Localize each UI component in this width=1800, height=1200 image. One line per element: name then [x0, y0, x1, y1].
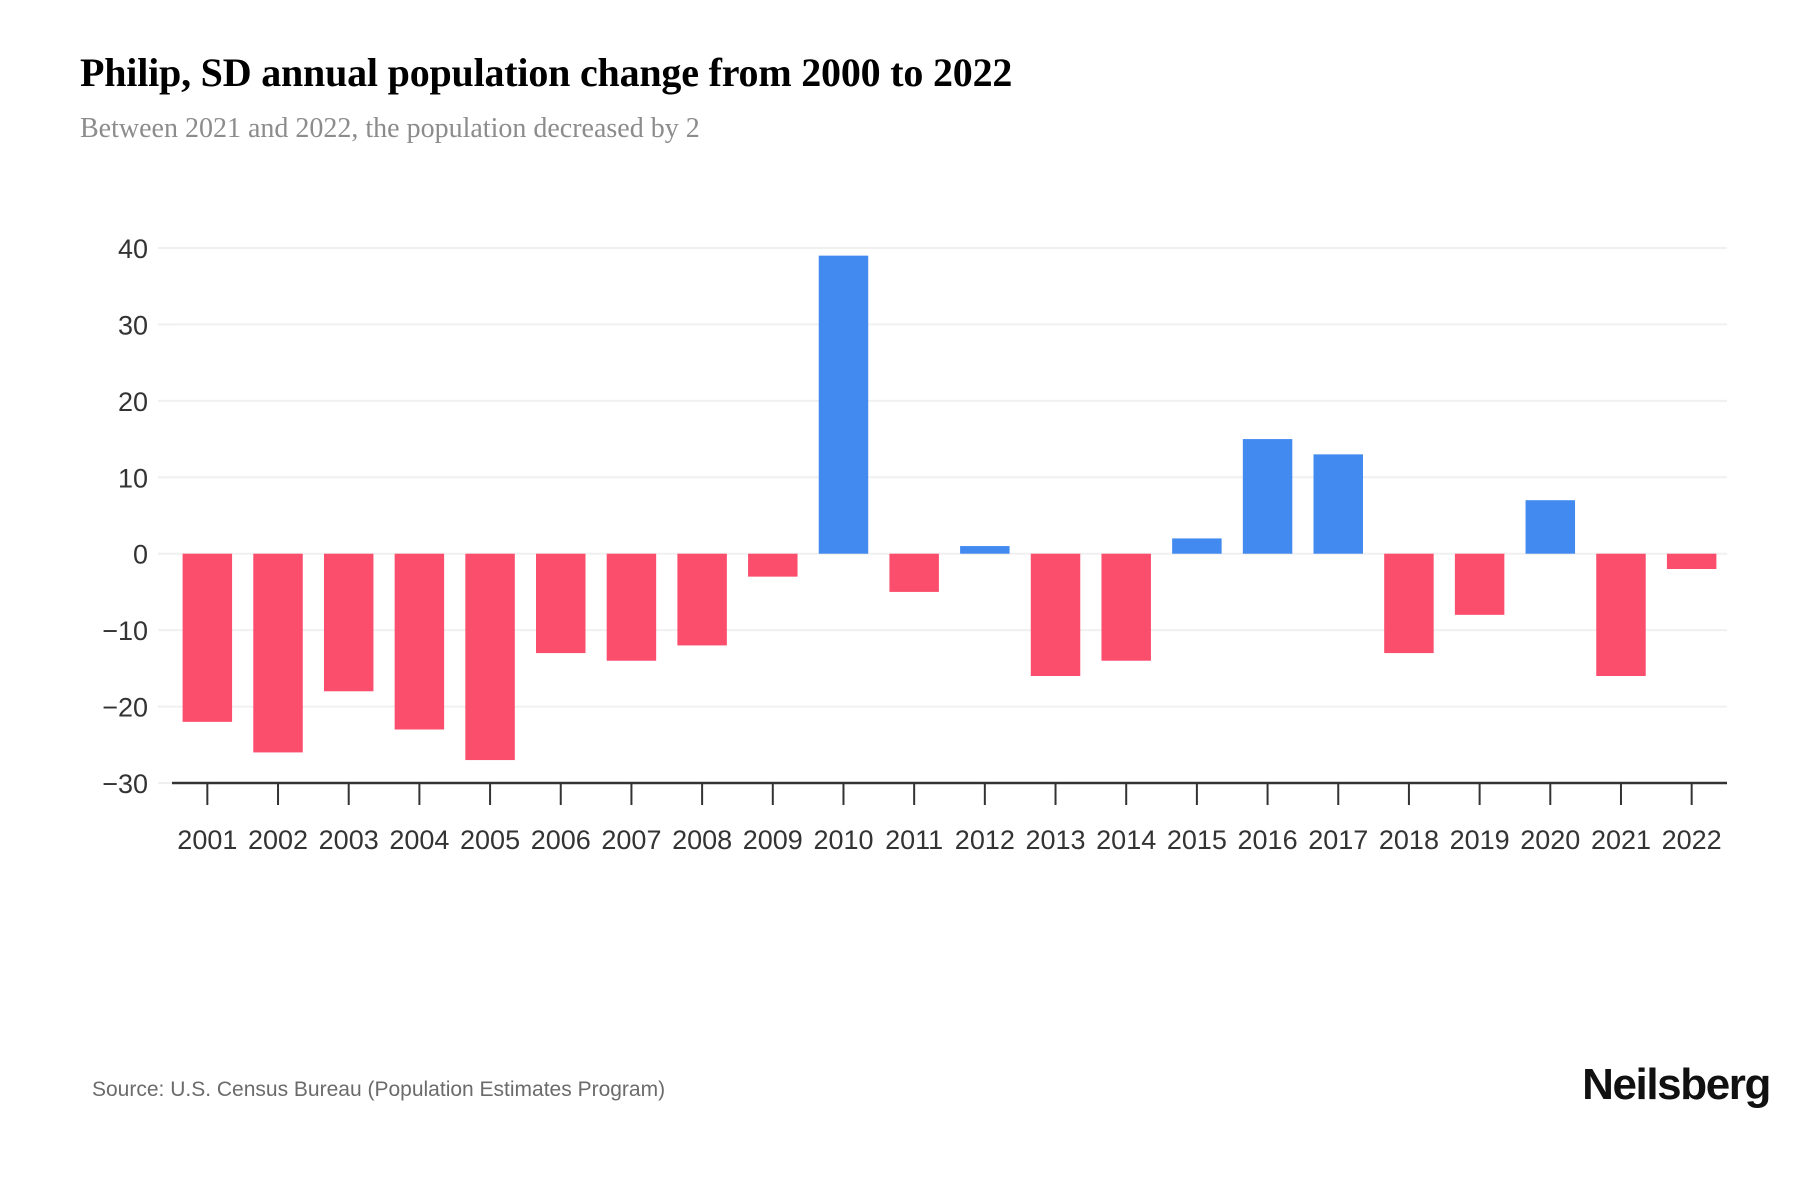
bars-group: [182, 255, 1717, 761]
y-tick-label: 30: [118, 310, 148, 340]
x-tick-label: 2005: [460, 825, 520, 855]
bar[interactable]: [606, 553, 657, 661]
chart-header: Philip, SD annual population change from…: [80, 50, 1730, 146]
bar[interactable]: [1172, 538, 1222, 554]
y-tick-label: 20: [118, 387, 148, 417]
x-tick-label: 2001: [177, 825, 237, 855]
bar[interactable]: [677, 553, 727, 646]
x-tick-label: 2021: [1591, 825, 1651, 855]
x-tick-label: 2014: [1096, 825, 1156, 855]
bar[interactable]: [465, 553, 515, 761]
x-tick-label: 2011: [885, 825, 943, 855]
y-tick-label: 0: [133, 540, 148, 570]
bar[interactable]: [182, 553, 233, 722]
bar[interactable]: [818, 255, 869, 554]
gridlines: [172, 247, 1727, 708]
bar[interactable]: [1666, 553, 1717, 569]
y-tick-label: 40: [118, 234, 148, 264]
y-tick-label: −30: [102, 769, 148, 799]
chart-subtitle: Between 2021 and 2022, the population de…: [80, 113, 700, 144]
neilsberg-logo: Neilsberg: [1582, 1060, 1771, 1109]
bar[interactable]: [1384, 553, 1434, 654]
y-axis-labels: 40 30 20 10 0 −10 −20 −30: [102, 234, 172, 799]
x-tick-label: 2020: [1520, 825, 1580, 855]
bar[interactable]: [1525, 500, 1576, 554]
bar[interactable]: [253, 553, 303, 753]
source-note: Source: U.S. Census Bureau (Population E…: [92, 1078, 666, 1101]
bar[interactable]: [1242, 439, 1293, 554]
bar[interactable]: [1101, 553, 1151, 661]
x-tick-label: 2016: [1238, 825, 1298, 855]
page-title: Philip, SD annual population change from…: [80, 50, 1013, 95]
x-axis-labels: 2001 2002 2003 2004 2005 2006 2007 2008 2009 2010…: [177, 783, 1722, 855]
bar[interactable]: [1313, 454, 1363, 554]
x-tick-label: 2003: [319, 825, 379, 855]
x-tick-label: 2006: [531, 825, 591, 855]
x-tick-label: 2010: [813, 825, 873, 855]
x-tick-label: 2015: [1167, 825, 1227, 855]
bar[interactable]: [394, 553, 445, 730]
bar[interactable]: [748, 553, 798, 577]
x-tick-label: 2002: [248, 825, 308, 855]
y-tick-label: −10: [102, 616, 148, 646]
x-tick-label: 2018: [1379, 825, 1439, 855]
x-tick-label: 2013: [1025, 825, 1085, 855]
x-tick-label: 2004: [389, 825, 449, 855]
x-tick-label: 2017: [1308, 825, 1368, 855]
bar[interactable]: [1030, 553, 1081, 676]
x-tick-label: 2012: [955, 825, 1015, 855]
bar[interactable]: [960, 546, 1010, 554]
x-tick-label: 2022: [1662, 825, 1722, 855]
bar[interactable]: [1596, 553, 1646, 676]
bar[interactable]: [889, 553, 939, 592]
x-tick-label: 2008: [672, 825, 732, 855]
x-tick-label: 2009: [743, 825, 803, 855]
y-tick-label: −20: [102, 693, 148, 723]
x-tick-label: 2007: [601, 825, 661, 855]
bar[interactable]: [536, 553, 586, 654]
y-tick-label: 10: [118, 463, 148, 493]
bar[interactable]: [1454, 553, 1505, 615]
bar[interactable]: [323, 553, 374, 692]
x-tick-label: 2019: [1450, 825, 1510, 855]
